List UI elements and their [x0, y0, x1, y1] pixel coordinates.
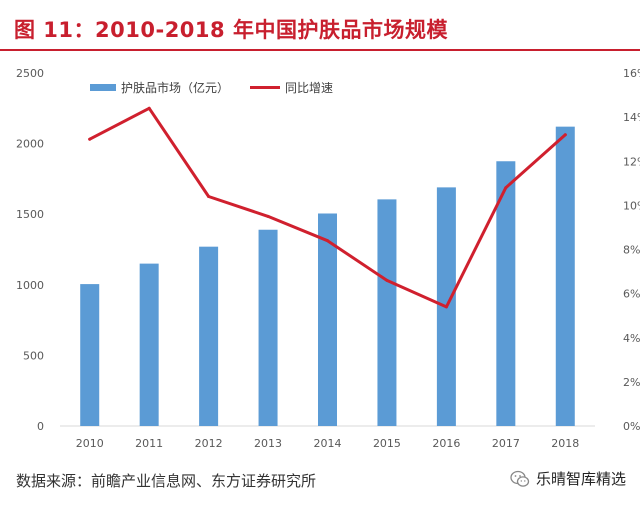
- title-rule: [0, 49, 640, 51]
- page-title: 图 11：2010-2018 年中国护肤品市场规模: [14, 18, 448, 42]
- y-left-tick-label: 2500: [16, 67, 44, 80]
- x-tick-label: 2012: [195, 437, 223, 450]
- line-point: [444, 305, 448, 309]
- bar: [80, 284, 100, 426]
- legend-label-line: 同比增速: [285, 81, 333, 95]
- bar: [199, 246, 219, 426]
- y-right-tick-label: 8%: [623, 244, 640, 257]
- bar: [555, 126, 575, 426]
- y-right-tick-label: 2%: [623, 376, 640, 389]
- line-point: [88, 137, 92, 141]
- x-tick-label: 2015: [373, 437, 401, 450]
- watermark: 乐晴智库精选: [510, 468, 626, 489]
- source-note: 数据来源：前瞻产业信息网、东方证券研究所: [16, 472, 317, 490]
- bar: [377, 199, 397, 426]
- y-right-tick-label: 10%: [623, 199, 640, 212]
- bar: [258, 229, 278, 426]
- x-tick-label: 2016: [432, 437, 460, 450]
- line-point: [266, 214, 270, 218]
- legend: 护肤品市场（亿元） 同比增速: [90, 80, 333, 95]
- x-tick-label: 2013: [254, 437, 282, 450]
- y-left-tick-label: 2000: [16, 138, 44, 151]
- y-right-tick-label: 16%: [623, 67, 640, 80]
- chart: 护肤品市场（亿元） 同比增速 0 500 1000 1500 2000 2500 0% 2% 4%…: [16, 67, 640, 450]
- line-point: [504, 186, 508, 190]
- y-left-tick-label: 1000: [16, 279, 44, 292]
- line-point: [563, 133, 567, 137]
- axes: 0 500 1000 1500 2000 2500 0% 2% 4% 6% 8% 10% 12% 14% 1…: [16, 67, 640, 450]
- x-tick-label: 2010: [76, 437, 104, 450]
- line-point: [207, 195, 211, 199]
- y-right-tick-label: 0%: [623, 420, 640, 433]
- legend-swatch-bar: [90, 84, 116, 91]
- y-right-tick-label: 4%: [623, 332, 640, 345]
- line-point: [147, 106, 151, 110]
- x-tick-label: 2018: [551, 437, 579, 450]
- bar: [496, 161, 516, 426]
- y-left-tick-label: 500: [23, 349, 44, 362]
- bar: [318, 213, 337, 426]
- legend-label-bar: 护肤品市场（亿元）: [121, 80, 229, 95]
- x-tick-label: 2014: [314, 437, 342, 450]
- x-tick-label: 2011: [135, 437, 163, 450]
- line-point: [385, 278, 389, 282]
- y-right-tick-label: 12%: [623, 155, 640, 168]
- y-left-tick-label: 1500: [16, 208, 44, 221]
- y-right-tick-label: 6%: [623, 288, 640, 301]
- bar: [139, 263, 159, 426]
- y-left-tick-label: 0: [37, 420, 44, 433]
- y-right-tick-label: 14%: [623, 111, 640, 124]
- wechat-icon: [510, 470, 530, 487]
- watermark-text: 乐晴智库精选: [535, 470, 626, 488]
- line-series: [88, 106, 567, 309]
- line-point: [326, 239, 329, 243]
- bar-series: [80, 126, 575, 426]
- x-tick-label: 2017: [492, 437, 520, 450]
